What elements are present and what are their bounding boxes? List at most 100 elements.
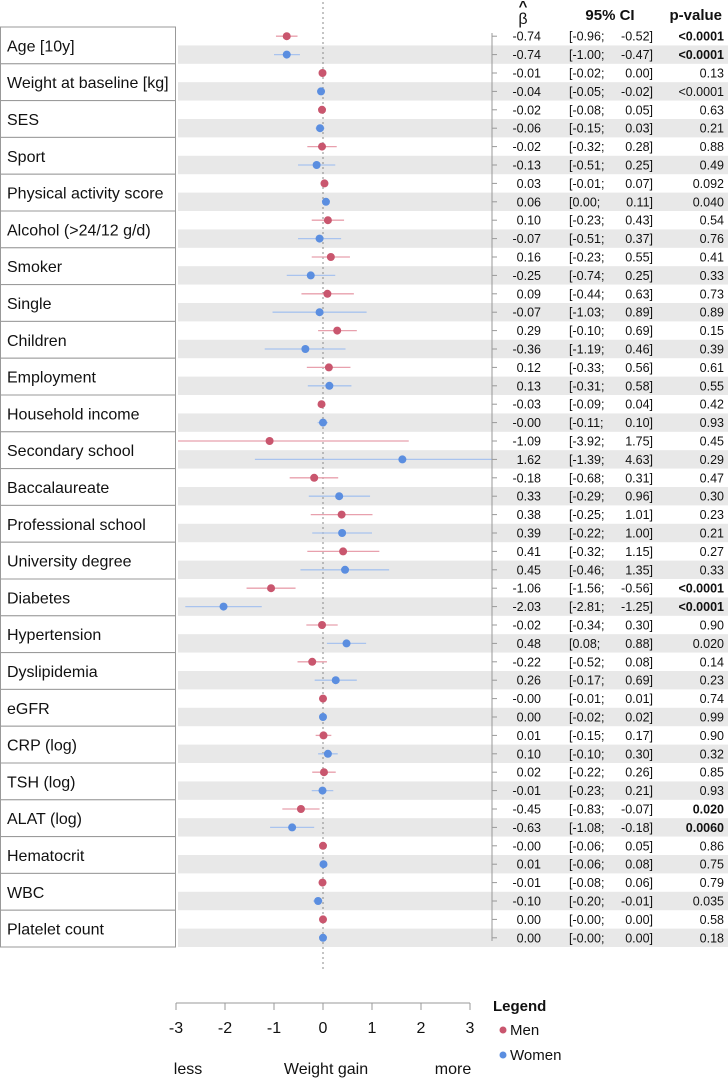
p-value: 0.30 <box>700 490 724 504</box>
women-point <box>219 602 228 611</box>
ci-lower: [-0.46; <box>569 563 604 577</box>
beta-value: 0.13 <box>517 379 541 393</box>
variable-label-box <box>0 799 176 838</box>
beta-value: -0.02 <box>513 140 542 154</box>
women-point <box>282 50 291 59</box>
variable-label: ALAT (log) <box>7 811 82 828</box>
beta-value: 0.06 <box>517 195 541 209</box>
variable-label: Platelet count <box>7 922 105 939</box>
p-value: 0.035 <box>693 895 724 909</box>
p-value: 0.23 <box>700 508 724 522</box>
variable-label-box <box>0 836 176 874</box>
p-value: 0.90 <box>700 729 724 743</box>
beta-value: -0.01 <box>513 67 542 81</box>
women-point <box>321 197 330 206</box>
p-value: 0.58 <box>700 913 724 927</box>
variable-label-box <box>0 247 176 286</box>
variable-label: Dyslipidemia <box>7 664 98 681</box>
ci-lower: [-0.00; <box>569 931 604 945</box>
ci-upper: 1.75] <box>625 435 653 449</box>
beta-value: -0.01 <box>513 784 542 798</box>
ci-lower: [-0.33; <box>569 361 604 375</box>
row-stripe <box>178 413 728 432</box>
ci-lower: [-0.20; <box>569 895 604 909</box>
ci-lower: [-0.83; <box>569 803 604 817</box>
ci-upper: 1.00] <box>625 527 653 541</box>
variable-label: Baccalaureate <box>7 480 109 497</box>
ci-upper: 0.31] <box>625 471 653 485</box>
x-tick-label: 2 <box>417 1020 426 1037</box>
ci-lower: [-3.92; <box>569 435 604 449</box>
variable-label: Secondary school <box>7 443 134 460</box>
row-stripe <box>178 597 728 616</box>
beta-value: -2.03 <box>513 600 542 614</box>
p-value: 0.18 <box>700 931 724 945</box>
ci-upper: -0.18] <box>621 821 653 835</box>
ci-lower: [-1.08; <box>569 821 604 835</box>
variable-label: University degree <box>7 554 132 571</box>
variable-label: Professional school <box>7 517 146 534</box>
variable-label-box <box>0 725 176 764</box>
ci-upper: 0.28] <box>625 140 653 154</box>
p-value: 0.47 <box>700 471 724 485</box>
variable-label-box <box>0 909 176 948</box>
men-point <box>319 731 328 740</box>
men-point <box>320 179 329 188</box>
men-point <box>308 657 317 666</box>
p-value: 0.27 <box>700 545 724 559</box>
p-value: 0.21 <box>700 527 724 541</box>
p-value: 0.42 <box>700 398 724 412</box>
ci-upper: 0.08] <box>625 858 653 872</box>
beta-value: 0.16 <box>517 251 541 265</box>
p-value: 0.73 <box>700 287 724 301</box>
ci-lower: [-0.00; <box>569 913 604 927</box>
p-value: 0.14 <box>700 655 724 669</box>
ci-lower: [-0.06; <box>569 858 604 872</box>
ci-upper: 0.88] <box>625 637 653 651</box>
ci-lower: [-0.01; <box>569 692 604 706</box>
beta-value: 0.45 <box>517 563 541 577</box>
row-stripe <box>178 155 728 175</box>
ci-upper: 0.07] <box>625 177 653 191</box>
p-value: 0.23 <box>700 674 724 688</box>
ci-header: 95% CI <box>585 7 634 24</box>
row-stripe <box>178 560 728 579</box>
beta-value: -1.09 <box>513 435 542 449</box>
ci-upper: 0.26] <box>625 766 653 780</box>
x-tick-label: -2 <box>218 1020 232 1037</box>
variable-label: Alcohol (>24/12 g/d) <box>7 222 151 239</box>
beta-value: 0.01 <box>517 858 541 872</box>
variable-label-box <box>0 63 176 102</box>
beta-value: 0.29 <box>517 324 541 338</box>
men-point <box>333 326 342 335</box>
legend-title: Legend <box>493 998 546 1015</box>
row-stripe <box>178 818 728 837</box>
p-value: 0.15 <box>700 324 724 338</box>
ci-upper: -1.25] <box>621 600 653 614</box>
beta-value: 0.41 <box>517 545 541 559</box>
men-point <box>319 915 327 924</box>
ci-lower: [-1.19; <box>569 343 604 357</box>
ci-lower: [-0.05; <box>569 85 604 99</box>
p-value: 0.45 <box>700 435 724 449</box>
beta-value: 0.12 <box>517 361 541 375</box>
beta-value: -0.45 <box>513 803 542 817</box>
women-point <box>319 933 327 942</box>
p-value: 0.32 <box>700 747 724 761</box>
men-point <box>318 878 327 887</box>
beta-value: 0.03 <box>517 177 541 191</box>
variable-label: Weight at baseline [kg] <box>7 75 169 92</box>
p-value: 0.33 <box>700 563 724 577</box>
ci-lower: [0.00; <box>569 195 600 209</box>
women-point <box>316 124 325 133</box>
row-stripe <box>178 266 728 285</box>
estimate-table: -0.74 [-0.96; -0.52] <0.0001 -0.74 [-1.00; -0.… <box>491 30 724 945</box>
beta-value: -0.00 <box>513 692 542 706</box>
ci-upper: 0.11] <box>626 195 653 209</box>
ci-upper: 0.37] <box>625 232 653 246</box>
p-value: 0.99 <box>700 711 724 725</box>
beta-value: -0.07 <box>513 306 542 320</box>
p-value: 0.75 <box>700 858 724 872</box>
beta-header-hat: ^ <box>519 0 528 15</box>
ci-lower: [-1.03; <box>569 306 604 320</box>
